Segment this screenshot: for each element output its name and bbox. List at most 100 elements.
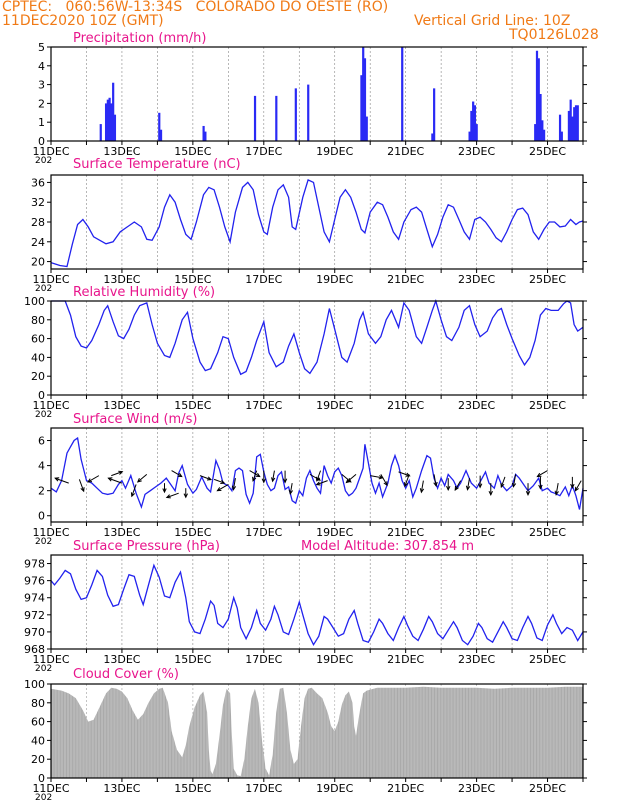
- cloud-title: Cloud Cover (%): [73, 667, 179, 682]
- y-tick-label: 80: [31, 697, 45, 710]
- x-tick-label: 21DEC: [387, 273, 424, 286]
- x-tick-label: 25DEC: [529, 782, 566, 795]
- wind-arrowhead: [54, 477, 60, 482]
- y-tick-label: 40: [31, 351, 45, 364]
- wind-arrowhead: [538, 484, 543, 490]
- x-tick-label: 17DEC: [245, 273, 282, 286]
- x-tick-label: 23DEC: [458, 145, 495, 158]
- precip-bar: [202, 125, 205, 141]
- wind-arrow: [232, 478, 236, 490]
- precip-bar: [104, 103, 108, 141]
- header-grid-note: Vertical Grid Line: 10Z: [414, 13, 571, 29]
- wind-arrow: [217, 483, 229, 492]
- y-tick-label: 60: [31, 333, 45, 346]
- x-tick-label: 11DEC: [32, 399, 69, 412]
- x-year-label: 202: [35, 793, 52, 800]
- wind-frame: [50, 427, 584, 523]
- y-tick-label: 20: [31, 256, 45, 269]
- y-tick-label: 100: [24, 295, 45, 308]
- x-tick-label: 13DEC: [103, 273, 140, 286]
- x-year-label: 202: [35, 156, 52, 166]
- wind-arrowhead: [570, 483, 575, 489]
- temp-title: Surface Temperature (nC): [73, 157, 241, 172]
- x-tick-label: 11DEC: [32, 782, 69, 795]
- wind-arrowhead: [315, 476, 321, 482]
- precip-bar: [204, 131, 207, 141]
- wind-arrow: [404, 474, 410, 487]
- x-tick-label: 23DEC: [458, 273, 495, 286]
- precip-bar: [573, 107, 576, 141]
- precip-bar: [401, 47, 404, 141]
- wind-arrowhead: [405, 472, 411, 477]
- y-tick-label: 5: [38, 41, 45, 54]
- x-tick-label: 21DEC: [387, 782, 424, 795]
- y-tick-label: 32: [31, 196, 45, 209]
- precip-bar: [539, 94, 542, 141]
- wind-arrowhead: [446, 485, 451, 491]
- wind-arrowhead: [216, 487, 222, 492]
- pres-extra-label: Model Altitude: 307.854 m: [301, 539, 474, 554]
- temp-frame: [50, 174, 584, 270]
- x-year-label: 202: [35, 284, 52, 294]
- precip-bar: [307, 84, 310, 141]
- x-tick-label: 17DEC: [245, 399, 282, 412]
- wind-arrowhead: [130, 492, 136, 498]
- precip-bar: [108, 97, 111, 141]
- precip-bar: [574, 105, 578, 141]
- x-tick-label: 21DEC: [387, 145, 424, 158]
- precip-bar: [534, 124, 537, 141]
- wind-arrowhead: [206, 476, 213, 481]
- wind-arrowhead: [536, 472, 542, 478]
- x-tick-label: 19DEC: [316, 653, 353, 666]
- x-tick-label: 15DEC: [174, 399, 211, 412]
- wind-arrow: [398, 471, 410, 477]
- x-tick-label: 25DEC: [529, 653, 566, 666]
- wind-arrow: [316, 480, 328, 486]
- wind-arrow: [166, 492, 179, 498]
- precip-bar: [473, 105, 477, 141]
- y-tick-label: 36: [31, 176, 45, 189]
- wind-arrowhead: [165, 494, 171, 499]
- wind-arrow: [87, 475, 100, 483]
- precip-bar: [365, 116, 368, 141]
- x-tick-label: 19DEC: [316, 526, 353, 539]
- wind-arrow: [466, 478, 470, 490]
- rh-frame: [50, 300, 584, 396]
- precip-bar: [110, 103, 113, 141]
- x-tick-label: 19DEC: [316, 273, 353, 286]
- wind-arrowhead: [80, 487, 85, 493]
- y-tick-label: 2: [38, 97, 45, 110]
- wind-arrowhead: [404, 482, 409, 488]
- wind-arrowhead: [252, 476, 257, 482]
- precip-bar: [433, 88, 436, 141]
- y-tick-label: 28: [31, 216, 45, 229]
- wind-arrowhead: [574, 486, 579, 492]
- wind-arrowhead: [500, 482, 505, 489]
- wind-arrowhead: [383, 481, 388, 487]
- x-tick-label: 15DEC: [174, 526, 211, 539]
- precip-bar: [159, 129, 163, 141]
- y-tick-label: 3: [38, 79, 45, 92]
- wind-arrow: [512, 474, 517, 487]
- y-tick-label: 0: [38, 135, 45, 148]
- wind-arrow: [249, 470, 260, 477]
- precip-bar: [475, 124, 478, 141]
- x-tick-label: 13DEC: [103, 145, 140, 158]
- precip-bar: [569, 99, 572, 141]
- wind-arrowhead: [345, 478, 351, 484]
- wind-arrowhead: [220, 479, 226, 484]
- pres-title: Surface Pressure (hPa): [73, 539, 220, 554]
- precip-bar: [472, 101, 475, 141]
- wind-arrowhead: [87, 478, 93, 483]
- wind-arrowhead: [315, 481, 321, 486]
- y-tick-label: 100: [24, 678, 45, 691]
- x-tick-label: 13DEC: [103, 782, 140, 795]
- wind-arrow: [433, 474, 437, 486]
- pres-line: [50, 563, 584, 647]
- wind-arrow: [272, 470, 275, 482]
- pres-frame: [50, 554, 584, 650]
- header-station: CPTEC: 060:56W-13:34S COLORADO DO OESTE …: [2, 0, 389, 15]
- precip-title: Precipitation (mm/h): [73, 31, 206, 46]
- x-tick-label: 15DEC: [174, 273, 211, 286]
